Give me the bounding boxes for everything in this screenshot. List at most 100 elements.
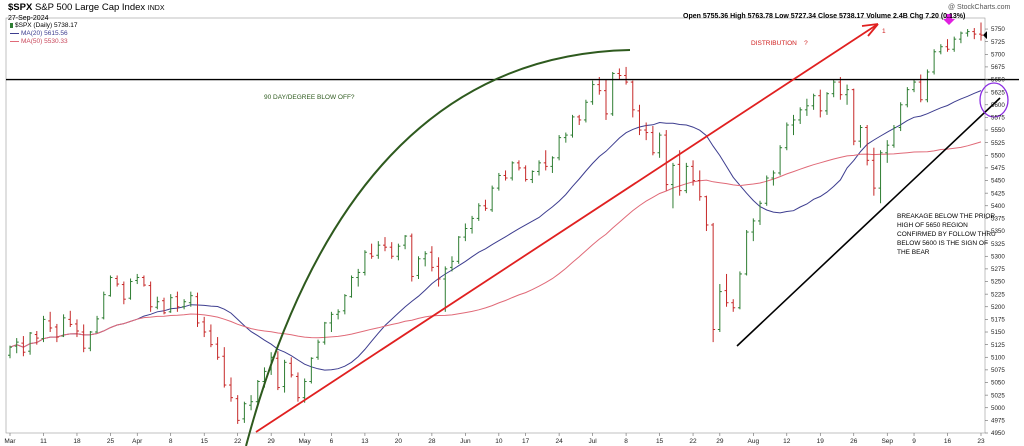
price-bar-icon [10,22,13,28]
ohlc-bar [496,172,501,191]
down-arrow-marker [943,14,955,25]
x-tick-label: 18 [73,438,81,445]
ohlc-bar [737,271,742,310]
legend-ma50-label: MA(50) 5530.33 [21,38,68,45]
ohlc-bar [275,351,280,391]
ohlc-bar [677,150,682,196]
distribution-text: DISTRIBUTION [751,40,797,47]
chart-symbol-line: $SPX S&P 500 Large Cap Index INDX [8,3,165,13]
ohlc-bar [383,237,388,252]
ohlc-bar [898,102,903,132]
ohlc-bar [664,130,669,191]
ohlc-bar [905,87,910,108]
ohlc-bar [784,122,789,151]
ohlc-bar [724,273,729,307]
ohlc-bar [95,315,100,334]
x-tick-label: 17 [522,438,530,445]
ohlc-bar [449,256,454,272]
ohlc-bar [356,268,361,287]
y-tick-label: 5525 [991,140,1005,147]
ohlc-bar [215,337,220,360]
ohlc-bar [21,336,26,357]
ohlc-bar [503,170,508,181]
ohlc-bar [697,170,702,201]
ohlc-bar [295,372,300,402]
ohlc-bar [912,79,917,93]
red-trendline [255,23,879,433]
y-tick-label: 5725 [991,39,1005,46]
x-tick-label: May [299,438,312,445]
y-tick-label: 5700 [991,51,1005,58]
ohlc-bar [74,319,79,338]
ohlc-bar [704,195,709,232]
y-axis: 4950 4975 5000 5025 5050 5075 5100 5125 5150 5175… [985,26,1005,437]
y-tick-label: 5325 [991,241,1005,248]
x-tick-label: 11 [40,438,47,445]
ohlc-bar [396,243,401,261]
x-tick-label: 13 [361,438,369,445]
ohlc-bar [845,84,850,105]
ohlc-bar [670,162,675,209]
ohlc-bar [54,323,59,343]
ohlc-bar [162,297,167,315]
x-tick-label: Apr [132,438,143,445]
y-tick-label: 5750 [991,26,1005,33]
ohlc-bar [249,395,254,411]
breakage-line: BREAKAGE BELOW THE PRIOR [897,213,996,220]
y-tick-label: 5650 [991,77,1005,84]
ohlc-bar [865,124,870,166]
x-tick-label: 28 [428,438,436,445]
y-tick-label: 5300 [991,253,1005,260]
ohlc-bar [818,89,823,118]
x-tick-label: 19 [817,438,825,445]
y-tick-label: 5225 [991,291,1005,298]
x-tick-label: 15 [656,438,664,445]
y-tick-label: 5600 [991,102,1005,109]
ohlc-bar [342,294,347,315]
ohlc-bar [811,93,816,110]
x-tick-label: Jun [460,438,471,445]
ohlc-bar [68,310,73,327]
black-trendline [736,97,1001,347]
highlight-circle [979,82,1009,118]
ohlc-bar [436,257,441,287]
ohlc-bar [891,124,896,148]
ohlc-bar [202,316,207,338]
ohlc-bar [182,299,187,310]
ohlc-bar [490,185,495,212]
ohlc-bar [101,291,106,320]
ohlc-bar [831,79,836,98]
ohlc-bar [309,357,314,384]
ohlc-bar [28,332,33,355]
x-tick-label: 9 [912,438,916,445]
ohlc-bar [590,80,595,105]
ohlc-bar [979,22,983,41]
ohlc-bar [958,31,963,44]
y-tick-label: 5475 [991,165,1005,172]
ohlc-bar [376,241,381,259]
ohlc-bar [570,114,575,138]
ohlc-bar [228,377,233,402]
ohlc-bar [255,379,260,406]
ohlc-bar [791,114,796,136]
ohlc-bar [443,266,448,312]
ohlc-bar [617,68,622,80]
ohlc-bar [195,292,200,327]
ma50-line [9,141,982,348]
ohlc-bar [543,150,548,171]
ohlc-bar [155,296,160,310]
ohlc-bar [423,251,428,267]
y-tick-label: 5500 [991,152,1005,159]
ohlc-bar [416,256,421,279]
ohlc-bar [61,314,66,338]
distribution-question: ? [804,40,808,47]
ohlc-bar [470,215,475,234]
x-axis: Mar 11 18 25 Apr 8 15 22 29 May 6 13 20 28 Jun 10 17 24 Ju… [4,433,985,445]
ma20-line-icon [10,32,19,34]
ohlc-bar [282,359,287,393]
chart-index-name: S&P 500 Large Cap Index [34,2,146,13]
y-tick-label: 4975 [991,418,1005,425]
ohlc-bar [764,175,769,206]
ohlc-bar [630,80,635,118]
ohlc-bar [650,125,655,156]
